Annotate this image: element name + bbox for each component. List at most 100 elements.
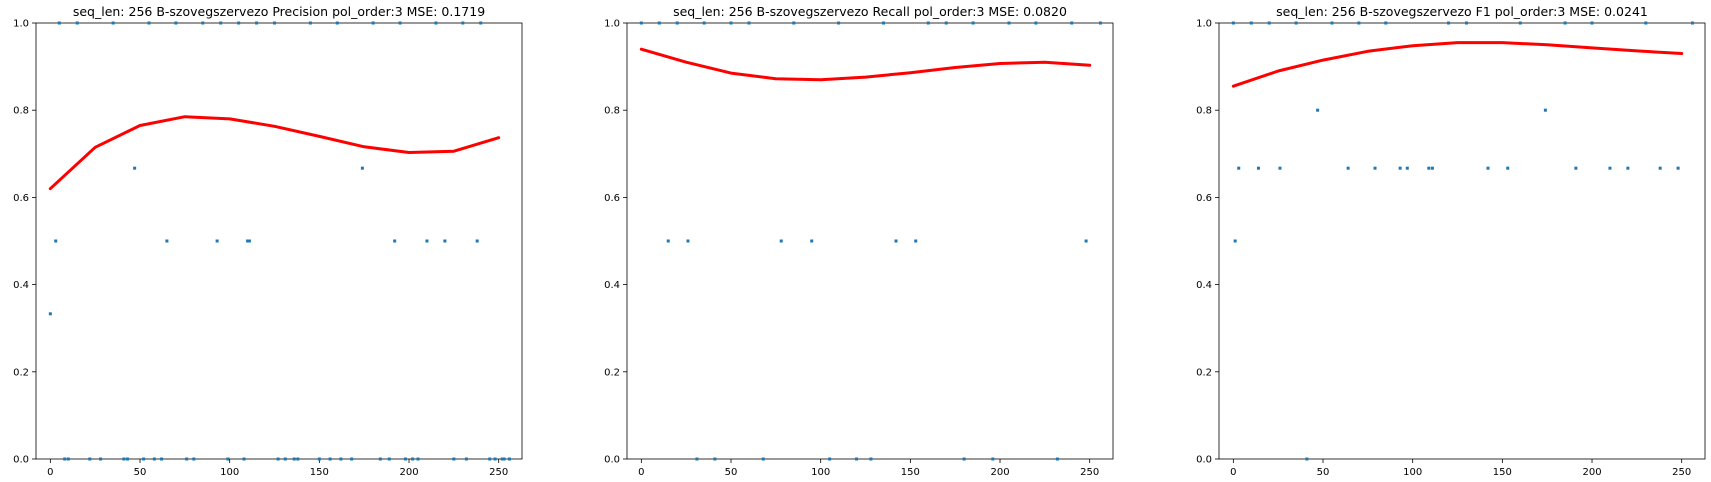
data-point — [675, 21, 679, 25]
data-point — [1430, 166, 1434, 170]
data-point — [75, 21, 79, 25]
data-point — [1447, 21, 1451, 25]
x-tick-label: 0 — [638, 467, 644, 478]
data-point — [1608, 166, 1612, 170]
data-point — [247, 239, 251, 243]
data-point — [54, 239, 58, 243]
data-point — [99, 457, 103, 461]
data-point — [192, 457, 196, 461]
data-point — [695, 457, 699, 461]
data-point — [215, 239, 219, 243]
data-point — [1070, 21, 1074, 25]
y-tick-label: 0.8 — [604, 106, 620, 117]
x-tick-label: 150 — [901, 467, 920, 478]
data-point — [1543, 108, 1547, 112]
axes-frame — [1218, 22, 1706, 460]
subplot-3: seq_len: 256 B-szovegszervezo F1 pol_ord… — [1196, 4, 1706, 478]
data-point — [507, 457, 511, 461]
data-point — [416, 457, 420, 461]
y-tick-label: 0.2 — [1196, 367, 1212, 378]
x-tick-label: 200 — [990, 467, 1009, 478]
data-point — [702, 21, 706, 25]
y-tick-label: 0.4 — [1196, 280, 1212, 291]
data-point — [292, 457, 296, 461]
data-point — [201, 21, 205, 25]
chart-title: seq_len: 256 B-szovegszervezo Precision … — [73, 4, 485, 19]
y-tick-label: 0.4 — [13, 280, 29, 291]
data-point — [255, 21, 259, 25]
data-point — [328, 457, 332, 461]
y-tick-label: 1.0 — [604, 19, 620, 30]
data-point — [125, 457, 129, 461]
data-point — [48, 312, 52, 316]
data-point — [944, 21, 948, 25]
data-point — [1373, 166, 1377, 170]
data-point — [881, 21, 885, 25]
data-point — [1658, 166, 1662, 170]
data-point — [371, 21, 375, 25]
data-point — [360, 166, 364, 170]
data-point — [475, 239, 479, 243]
data-point — [63, 457, 67, 461]
data-point — [1256, 166, 1260, 170]
data-point — [747, 21, 751, 25]
data-point — [88, 457, 92, 461]
data-point — [226, 457, 230, 461]
data-point — [1278, 166, 1282, 170]
data-point — [488, 457, 492, 461]
data-point — [452, 457, 456, 461]
data-point — [1249, 21, 1253, 25]
data-point — [339, 457, 343, 461]
data-point — [142, 457, 146, 461]
data-point — [855, 457, 859, 461]
y-tick-label: 1.0 — [13, 19, 29, 30]
data-point — [242, 457, 246, 461]
x-tick-label: 50 — [725, 467, 738, 478]
data-point — [185, 457, 189, 461]
data-point — [122, 457, 126, 461]
data-point — [1231, 21, 1235, 25]
x-tick-label: 50 — [134, 467, 147, 478]
data-point — [1267, 21, 1271, 25]
data-point — [378, 457, 382, 461]
y-tick-label: 0.0 — [1196, 455, 1212, 466]
x-tick-label: 200 — [399, 467, 418, 478]
subplot-1: seq_len: 256 B-szovegszervezo Precision … — [13, 4, 523, 478]
data-point — [657, 21, 661, 25]
data-point — [273, 21, 277, 25]
data-point — [1007, 21, 1011, 25]
x-tick-label: 200 — [1582, 467, 1601, 478]
data-point — [1644, 21, 1648, 25]
data-point — [461, 21, 465, 25]
x-tick-label: 100 — [811, 467, 830, 478]
data-point — [962, 457, 966, 461]
data-point — [57, 21, 61, 25]
data-point — [926, 21, 930, 25]
data-point — [246, 239, 250, 243]
data-point — [165, 239, 169, 243]
data-point — [237, 21, 241, 25]
data-point — [1384, 21, 1388, 25]
data-point — [1590, 21, 1594, 25]
data-point — [174, 21, 178, 25]
data-point — [666, 239, 670, 243]
y-tick-label: 0.4 — [604, 280, 620, 291]
data-point — [387, 457, 391, 461]
x-tick-label: 0 — [1230, 467, 1236, 478]
data-point — [276, 457, 280, 461]
y-tick-label: 0.0 — [13, 455, 29, 466]
data-point — [639, 21, 643, 25]
data-point — [350, 457, 354, 461]
x-tick-label: 0 — [47, 467, 53, 478]
fit-curve — [48, 115, 501, 191]
data-point — [219, 21, 223, 25]
data-point — [828, 457, 832, 461]
data-point — [1294, 21, 1298, 25]
y-tick-label: 0.8 — [1196, 106, 1212, 117]
data-point — [1518, 21, 1522, 25]
data-point — [914, 239, 918, 243]
data-point — [837, 21, 841, 25]
data-point — [1506, 166, 1510, 170]
x-tick-label: 100 — [220, 467, 239, 478]
data-point — [502, 457, 506, 461]
